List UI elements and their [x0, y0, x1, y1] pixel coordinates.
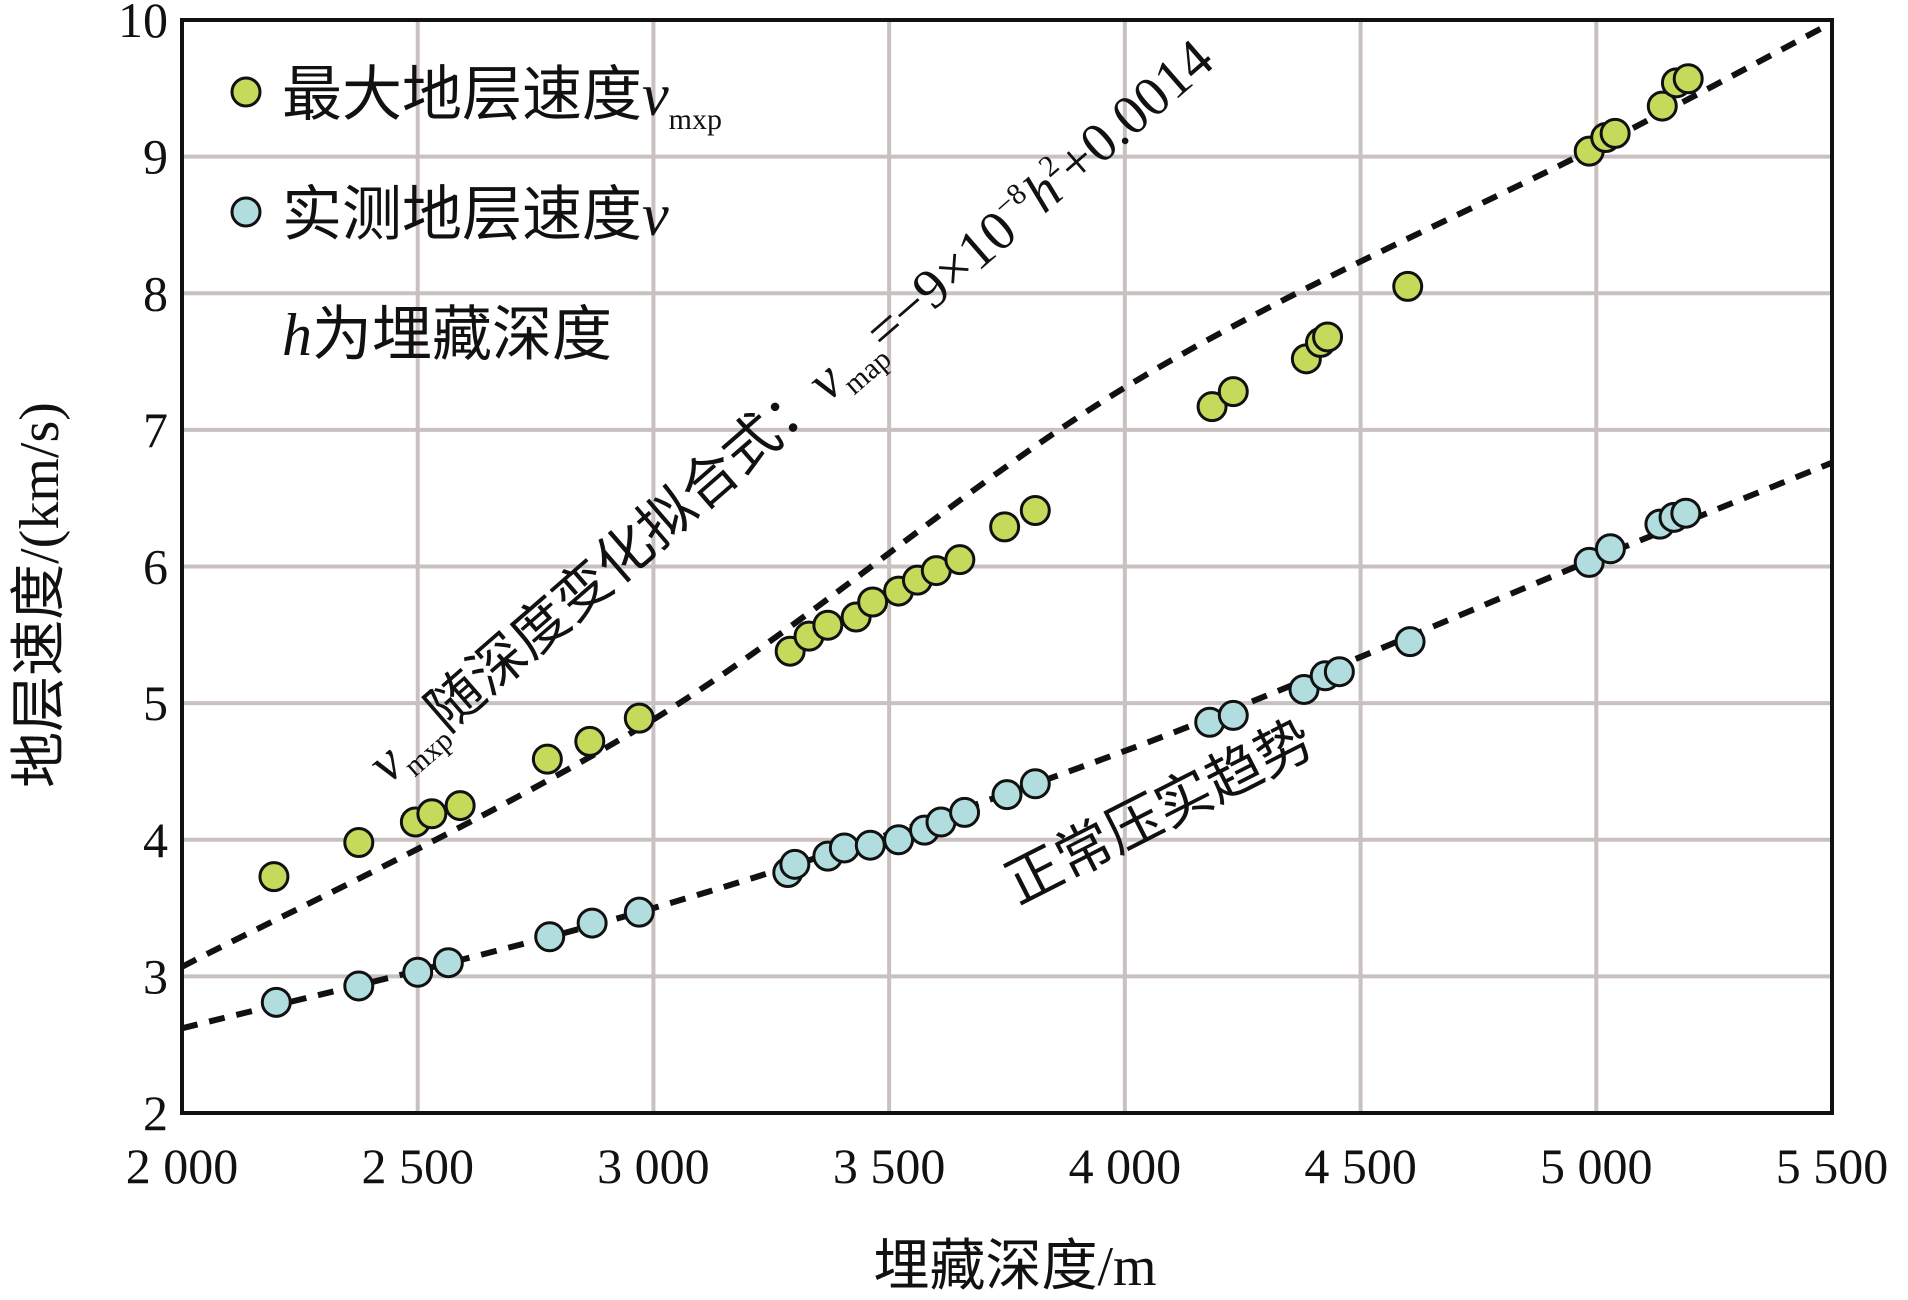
- x-tick-label: 2 000: [126, 1138, 239, 1194]
- data-point-measured-velocity: [854, 829, 886, 861]
- data-point-max-velocity: [812, 609, 844, 641]
- data-points: [258, 63, 1704, 1018]
- data-point-measured-velocity: [343, 970, 375, 1002]
- data-point-max-velocity: [531, 743, 563, 775]
- x-axis-title: 埋藏深度/m: [873, 1236, 1156, 1298]
- data-point-max-velocity: [623, 702, 655, 734]
- data-point-max-velocity: [1196, 391, 1228, 423]
- legend-note: h为埋藏深度: [282, 302, 612, 368]
- data-point-measured-velocity: [402, 956, 434, 988]
- data-point-max-velocity: [416, 798, 448, 830]
- x-tick-label: 4 000: [1069, 1138, 1182, 1194]
- data-point-max-velocity: [857, 586, 889, 618]
- x-tick-label: 4 500: [1304, 1138, 1417, 1194]
- y-tick-label: 4: [143, 812, 168, 868]
- plot-frame: [180, 18, 1834, 1115]
- data-point-measured-velocity: [883, 824, 915, 856]
- y-tick-label: 6: [143, 539, 168, 595]
- data-point-max-velocity: [1646, 90, 1678, 122]
- x-tick-label: 5 500: [1776, 1138, 1889, 1194]
- data-point-measured-velocity: [949, 796, 981, 828]
- data-point-measured-velocity: [623, 896, 655, 928]
- data-point-max-velocity: [1217, 376, 1249, 408]
- y-tick-label: 8: [143, 265, 168, 321]
- data-point-measured-velocity: [1217, 699, 1249, 731]
- data-point-measured-velocity: [991, 779, 1023, 811]
- y-axis-title: 地层速度/(km/s): [9, 402, 71, 788]
- data-point-max-velocity: [1312, 321, 1344, 353]
- data-point-max-velocity: [343, 826, 375, 858]
- data-point-max-velocity: [258, 861, 290, 893]
- data-point-measured-velocity: [779, 848, 811, 880]
- y-tick-label: 9: [143, 129, 168, 185]
- fit-line-max-velocity: [180, 20, 1834, 970]
- data-point-measured-velocity: [576, 907, 608, 939]
- legend: 最大地层速度vmxp 实测地层速度v h为埋藏深度: [230, 62, 722, 368]
- x-tick-label: 2 500: [361, 1138, 474, 1194]
- x-tick-label: 3 500: [833, 1138, 946, 1194]
- x-tick-label: 5 000: [1540, 1138, 1653, 1194]
- x-tick-label: 3 000: [597, 1138, 710, 1194]
- data-point-max-velocity: [444, 790, 476, 822]
- fit-equation-annotation: vmxp随深度变化拟合式：vmap=−9×10−8h2+0.0014: [355, 27, 1229, 799]
- data-point-max-velocity: [944, 544, 976, 576]
- data-point-max-velocity: [1019, 494, 1051, 526]
- data-point-max-velocity: [1392, 270, 1424, 302]
- legend-label-max-velocity: 最大地层速度vmxp: [282, 62, 722, 136]
- legend-marker-max-velocity: [230, 76, 262, 108]
- y-tick-label: 7: [143, 402, 168, 458]
- y-tick-label: 2: [143, 1085, 168, 1141]
- legend-label-measured-velocity: 实测地层速度v: [282, 182, 669, 248]
- data-point-measured-velocity: [1323, 656, 1355, 688]
- data-point-max-velocity: [1672, 63, 1704, 95]
- data-point-measured-velocity: [260, 986, 292, 1018]
- data-point-max-velocity: [574, 725, 606, 757]
- data-point-measured-velocity: [1594, 533, 1626, 565]
- data-point-measured-velocity: [432, 947, 464, 979]
- data-point-measured-velocity: [828, 832, 860, 864]
- y-tick-label: 5: [143, 675, 168, 731]
- data-point-measured-velocity: [1394, 626, 1426, 658]
- y-tick-label: 10: [118, 0, 168, 48]
- legend-marker-measured-velocity: [230, 196, 262, 228]
- data-point-measured-velocity: [1019, 768, 1051, 800]
- data-point-measured-velocity: [534, 921, 566, 953]
- data-point-max-velocity: [989, 511, 1021, 543]
- data-point-measured-velocity: [1670, 497, 1702, 529]
- tick-labels: 2 000 2 500 3 000 3 500 4 000 4 500 5 000 5 500…: [118, 0, 1888, 1194]
- data-point-max-velocity: [1599, 117, 1631, 149]
- y-tick-label: 3: [143, 948, 168, 1004]
